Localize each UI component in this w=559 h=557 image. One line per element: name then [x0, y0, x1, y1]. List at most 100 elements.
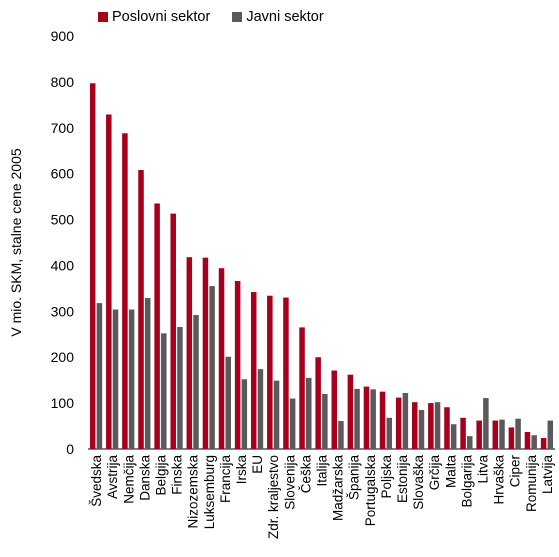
bar-javni [386, 417, 393, 449]
x-tick-label: Poljska [379, 455, 394, 499]
bar-javni [402, 393, 409, 449]
bar-javni [177, 326, 183, 449]
y-tick-label: 800 [51, 74, 75, 90]
bar-poslovni [202, 257, 209, 449]
x-tick-label: Slovenija [282, 455, 297, 510]
bar-poslovni [540, 437, 547, 449]
bar-javni [418, 409, 425, 449]
bar-poslovni [428, 403, 434, 449]
x-tick-label: Finska [170, 455, 185, 495]
bar-poslovni [315, 357, 321, 449]
bar-javni [306, 377, 312, 449]
bar-javni [96, 303, 103, 449]
x-tick-label: Češka [298, 455, 313, 494]
legend-label-javni: Javni sektor [246, 9, 324, 25]
bar-javni [434, 402, 441, 449]
bar-javni [161, 333, 167, 449]
bar-javni [467, 436, 473, 449]
legend: Poslovni sektor Javni sektor [98, 9, 346, 25]
x-tick-label: Ciper [508, 455, 523, 488]
bar-poslovni [250, 292, 257, 449]
legend-swatch-javni [232, 12, 243, 22]
y-tick-label: 0 [66, 441, 74, 457]
bar-poslovni [299, 327, 305, 449]
x-tick-label: Litva [476, 455, 491, 484]
bar-javni [257, 369, 264, 449]
bar-javni [241, 379, 248, 449]
bar-javni [531, 435, 537, 449]
labels: V mio. SKM, stalne cene 2005 0 100 200 300 40… [8, 28, 555, 539]
y-axis-title: V mio. SKM, stalne cene 2005 [8, 148, 24, 337]
bar-poslovni [267, 295, 273, 449]
x-tick-label: Francija [218, 455, 233, 504]
y-tick-label: 400 [51, 257, 75, 273]
bar-poslovni [379, 391, 386, 449]
bar-poslovni [106, 114, 112, 449]
x-tick-label: Portugalska [363, 455, 378, 527]
bar-javni [225, 356, 231, 449]
bar-poslovni [476, 420, 482, 449]
bar-javni [450, 424, 457, 449]
bar-javni [273, 380, 280, 449]
bar-poslovni [395, 397, 402, 449]
y-tick-label: 600 [51, 166, 75, 182]
x-tick-label: Belgija [153, 455, 168, 496]
bar-poslovni [138, 170, 144, 449]
x-tick-label: Švedska [89, 455, 104, 507]
x-tick-label: Slovaška [411, 455, 426, 510]
bar-javni [370, 389, 376, 449]
bar-poslovni [218, 268, 225, 449]
bar-javni [128, 309, 135, 449]
bar-poslovni [154, 203, 160, 449]
bar-poslovni [89, 83, 96, 450]
bars [89, 83, 554, 450]
x-tick-label: Irska [234, 455, 249, 485]
bar-poslovni [524, 432, 531, 449]
bar-poslovni [347, 374, 354, 449]
y-tick-label: 100 [51, 395, 75, 411]
x-tick-label: Hrvaška [492, 455, 507, 505]
x-tick-label: Bolgarija [459, 455, 474, 508]
bar-poslovni [508, 427, 515, 449]
bar-javni [209, 286, 215, 449]
bar-javni [547, 420, 554, 449]
bar-javni [354, 388, 360, 449]
x-tick-label: Avstrija [105, 455, 120, 500]
bar-poslovni [186, 257, 193, 449]
y-tick-label: 300 [51, 303, 75, 319]
x-tick-label: Španija [347, 455, 362, 501]
x-tick-label: Danska [137, 455, 152, 501]
x-tick-label: Estonija [395, 455, 410, 504]
bar-javni [289, 398, 296, 449]
x-tick-label: Malta [443, 455, 458, 489]
bar-javni [515, 418, 521, 449]
x-tick-label: Nemčija [121, 455, 136, 504]
bar-javni [112, 309, 119, 449]
legend-swatch-poslovni [98, 12, 108, 22]
bar-javni [483, 398, 489, 449]
x-tick-label: Italija [315, 455, 330, 487]
y-tick-label: 200 [51, 349, 75, 365]
legend-item-javni: Javni sektor [232, 9, 324, 25]
bar-javni [193, 315, 199, 449]
bar-poslovni [331, 370, 337, 449]
x-tick-label: Madžarska [331, 455, 346, 522]
bar-javni [338, 421, 344, 449]
legend-item-poslovni: Poslovni sektor [98, 9, 210, 25]
bar-javni [499, 419, 505, 449]
x-tick-label: EU [250, 455, 265, 474]
bar-poslovni [363, 386, 370, 449]
y-tick-label: 500 [51, 212, 75, 228]
bar-poslovni [444, 407, 450, 449]
x-tick-label: Luksemburg [202, 455, 217, 529]
bar-poslovni [283, 297, 289, 449]
x-tick-label: Latvija [540, 455, 555, 495]
x-tick-label: Zdr. kraljestvo [266, 455, 281, 539]
bar-poslovni [492, 420, 499, 449]
x-tick-label: Romunija [524, 455, 539, 513]
bar-poslovni [234, 281, 241, 449]
legend-label-poslovni: Poslovni sektor [112, 9, 211, 25]
bar-poslovni [122, 133, 128, 449]
y-tick-label: 700 [51, 120, 75, 136]
